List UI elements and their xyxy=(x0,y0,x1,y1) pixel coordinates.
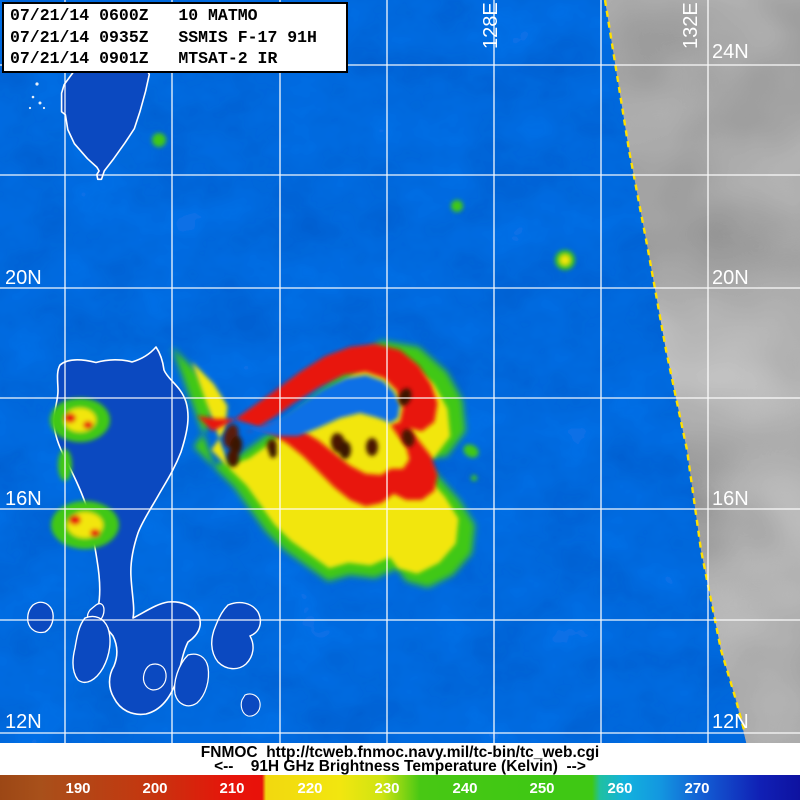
svg-text:210: 210 xyxy=(219,780,244,797)
svg-text:132E: 132E xyxy=(680,2,702,49)
svg-text:12N: 12N xyxy=(5,711,42,733)
svg-text:260: 260 xyxy=(607,780,632,797)
svg-text:240: 240 xyxy=(452,780,477,797)
svg-text:12N: 12N xyxy=(712,711,749,733)
svg-text:20N: 20N xyxy=(5,267,42,289)
svg-text:16N: 16N xyxy=(712,488,749,510)
svg-text:200: 200 xyxy=(142,780,167,797)
svg-text:24N: 24N xyxy=(712,41,749,63)
svg-text:230: 230 xyxy=(374,780,399,797)
svg-text:20N: 20N xyxy=(712,267,749,289)
svg-text:128E: 128E xyxy=(480,2,502,49)
svg-text:220: 220 xyxy=(297,780,322,797)
svg-text:190: 190 xyxy=(65,780,90,797)
svg-text:16N: 16N xyxy=(5,488,42,510)
svg-text:250: 250 xyxy=(529,780,554,797)
svg-text:270: 270 xyxy=(684,780,709,797)
